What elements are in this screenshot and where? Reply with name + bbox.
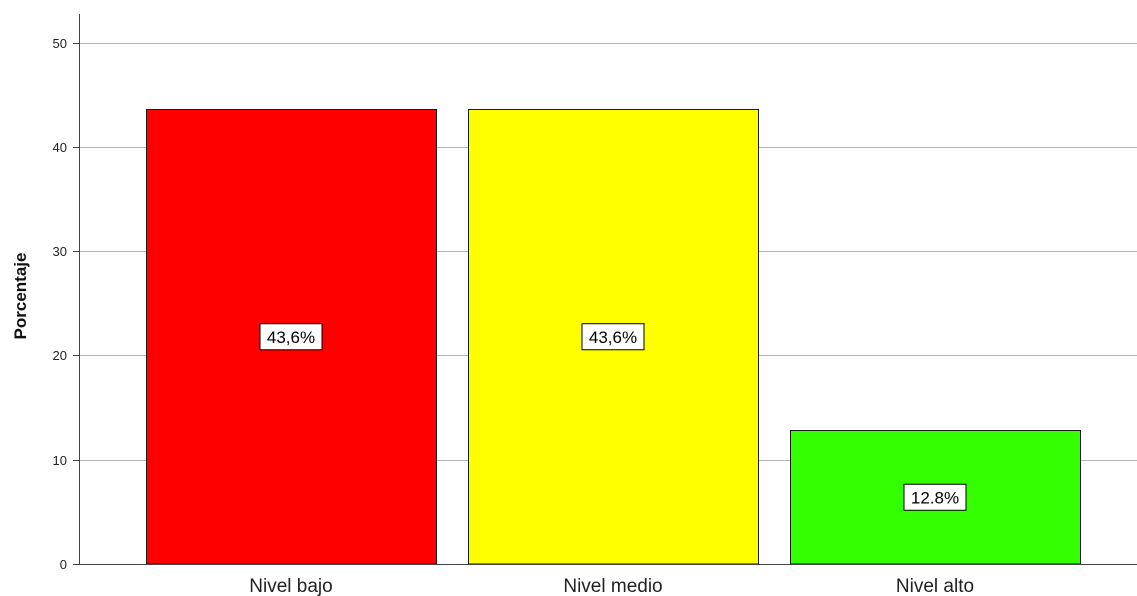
data-label: 43,6%: [589, 328, 637, 347]
y-tick-label-40: 40: [53, 140, 67, 155]
y-tick-label-10: 10: [53, 453, 67, 468]
x-category-label: Nivel alto: [896, 576, 974, 596]
y-tick-label-20: 20: [53, 348, 67, 363]
y-axis-title: Porcentaje: [11, 253, 30, 340]
data-label-box: [903, 483, 967, 511]
x-category-label: Nivel medio: [563, 576, 662, 596]
bars: [146, 109, 1081, 565]
data-label-box: [259, 323, 323, 351]
axes: 0 10 20 30 40 50 Nivel bajo Nivel medio Nivel al…: [53, 14, 1137, 596]
data-label: 43,6%: [267, 328, 315, 347]
data-label: 12.8%: [911, 488, 959, 507]
y-tick-label-30: 30: [53, 244, 67, 259]
data-label-box: [581, 323, 645, 351]
x-category-label: Nivel bajo: [249, 576, 332, 596]
y-tick-label-50: 50: [53, 36, 67, 51]
data-labels: 43,6% 43,6% 12.8%: [259, 323, 967, 511]
y-tick-label-0: 0: [60, 557, 67, 572]
